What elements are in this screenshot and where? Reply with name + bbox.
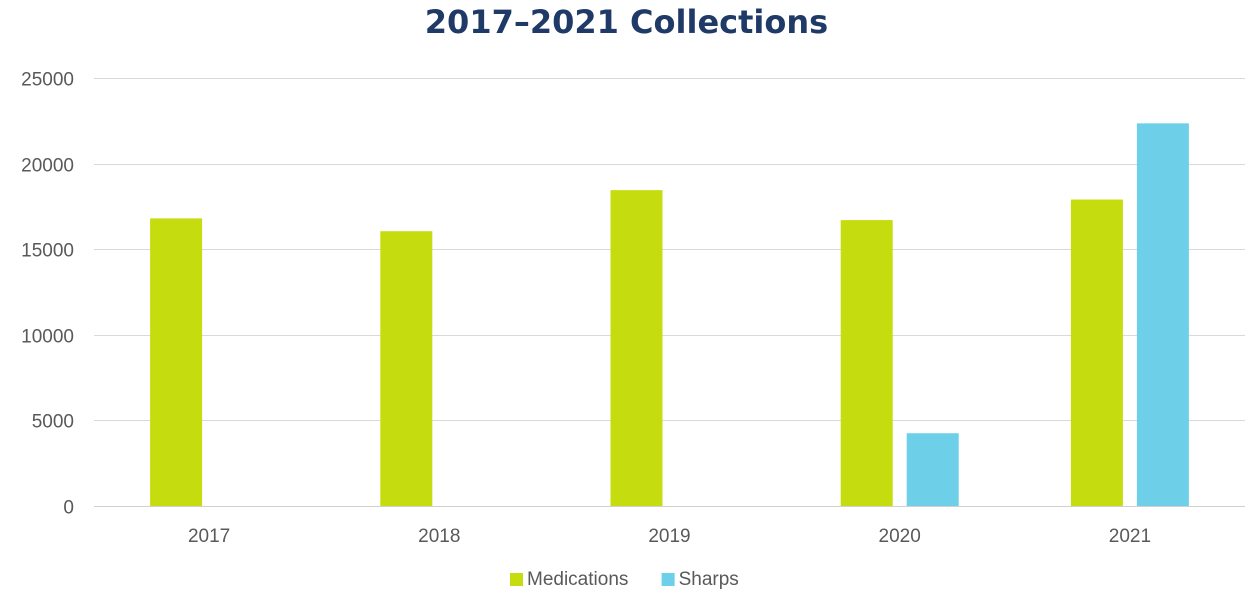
bar-medications-2021 [1070,199,1123,506]
y-tick-label: 20000 [21,156,74,177]
y-tick-label: 0 [63,498,74,519]
bar-medications-2018 [380,231,433,506]
y-tick-label: 25000 [21,70,74,91]
y-tick-label: 5000 [32,412,74,433]
chart-title: 2017–2021 Collections [424,3,829,41]
legend-swatch-sharps [661,573,675,586]
bar-medications-2017 [150,218,203,506]
y-tick-label: 10000 [21,327,74,348]
y-axis-tick-labels: 0 5000 10000 15000 20000 25000 [21,70,74,519]
y-tick-label: 15000 [21,241,74,262]
legend-label-medications: Medications [527,569,628,590]
bar-sharps-2021 [1136,123,1189,507]
bar-sharps-2020 [906,433,959,506]
x-tick-label: 2019 [648,526,690,547]
bar-medications-2019 [610,190,663,507]
legend: Medications Sharps [510,569,739,590]
bar-medications-2020 [840,220,893,506]
bars [150,123,1189,507]
legend-swatch-medications [510,573,523,586]
legend-label-sharps: Sharps [679,569,739,590]
x-tick-label: 2020 [879,526,921,547]
x-axis-tick-labels: 2017 2018 2019 2020 2021 [188,526,1151,547]
x-tick-label: 2021 [1109,526,1151,547]
gridlines [94,78,1245,507]
x-tick-label: 2018 [418,526,460,547]
x-tick-label: 2017 [188,526,230,547]
